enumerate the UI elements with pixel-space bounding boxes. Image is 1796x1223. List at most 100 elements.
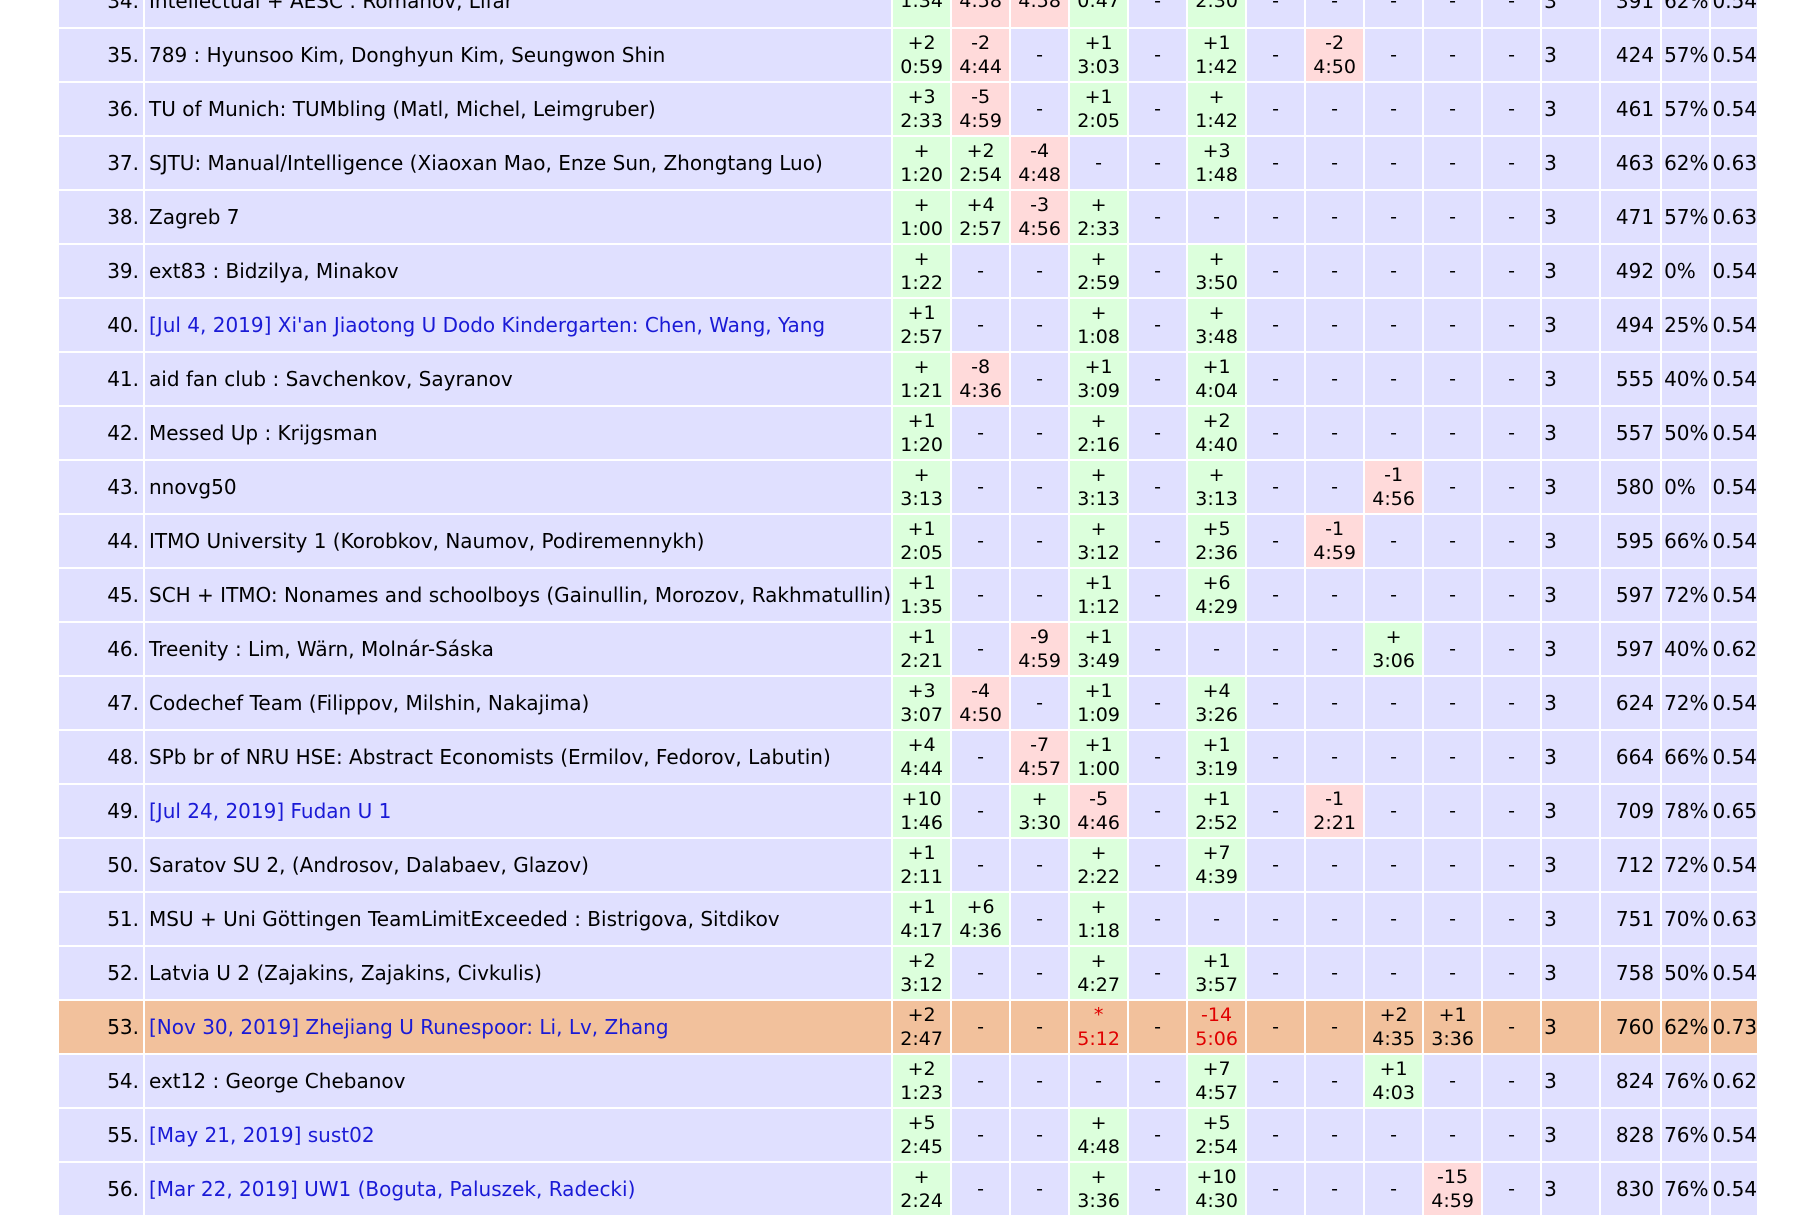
problem-time: 3:13 xyxy=(900,488,943,510)
problem-cell: - xyxy=(1247,245,1305,297)
problem-result: - xyxy=(1036,908,1043,930)
problem-result: - xyxy=(1272,530,1279,552)
problem-cell: - xyxy=(1424,353,1482,405)
problem-cell: 4:58 xyxy=(1011,0,1069,27)
problem-result: - xyxy=(977,314,984,336)
problem-cell: - xyxy=(1306,947,1364,999)
problem-result: - xyxy=(1390,1178,1397,1200)
problem-cell: - xyxy=(1247,137,1305,189)
problem-cell: -14 5:06 xyxy=(1188,1001,1246,1053)
problem-cell: - xyxy=(1424,407,1482,459)
problem-cell: - xyxy=(1483,947,1541,999)
problem-result: - xyxy=(977,260,984,282)
problem-result: + xyxy=(1090,950,1107,972)
problem-result: - xyxy=(1154,962,1161,984)
problem-result: - xyxy=(1390,962,1397,984)
solved-count: 3 xyxy=(1542,0,1600,27)
problem-time: 3:13 xyxy=(1195,488,1238,510)
problem-result: - xyxy=(1095,1070,1102,1092)
party-link[interactable]: [May 21, 2019] sust02 xyxy=(145,1109,892,1161)
problem-result: + xyxy=(1090,842,1107,864)
problem-cell: +1 3:19 xyxy=(1188,731,1246,783)
percent-cell: 57% xyxy=(1662,191,1709,243)
percent-cell: 66% xyxy=(1662,515,1709,567)
problem-cell: +1:42 xyxy=(1188,83,1246,135)
problem-result: +1 xyxy=(907,842,936,864)
dis-cell: 0.54 xyxy=(1710,515,1758,567)
rank-cell: 45. xyxy=(59,569,143,621)
problem-result: - xyxy=(1154,1178,1161,1200)
problem-cell: - xyxy=(1129,83,1187,135)
penalty-cell: 580 xyxy=(1601,461,1661,513)
problem-cell: - xyxy=(1129,677,1187,729)
problem-result: - xyxy=(1331,1178,1338,1200)
problem-result: - xyxy=(1508,260,1515,282)
problem-cell: - xyxy=(952,1055,1010,1107)
problem-cell: -1 4:56 xyxy=(1365,461,1423,513)
problem-cell: - xyxy=(1306,623,1364,675)
problem-cell: - xyxy=(1483,839,1541,891)
party-link[interactable]: [Jul 4, 2019] Xi'an Jiaotong U Dodo Kind… xyxy=(145,299,892,351)
problem-result: - xyxy=(1154,1124,1161,1146)
problem-result: - xyxy=(1449,260,1456,282)
rank-cell: 47. xyxy=(59,677,143,729)
party-link[interactable]: [Mar 22, 2019] UW1 (Boguta, Paluszek, Ra… xyxy=(145,1163,892,1215)
problem-result: - xyxy=(1154,44,1161,66)
problem-result: +2 xyxy=(907,950,936,972)
solved-count: 3 xyxy=(1542,839,1600,891)
problem-result: - xyxy=(1154,584,1161,606)
problem-result: - xyxy=(1390,854,1397,876)
table-row: 42. Messed Up : Krijgsman +1 1:20- - +2:16- +2… xyxy=(59,407,1758,459)
solved-count: 3 xyxy=(1542,299,1600,351)
problem-result: -1 xyxy=(1325,788,1345,810)
rank-cell: 37. xyxy=(59,137,143,189)
problem-result: +1 xyxy=(907,302,936,324)
problem-cell: - xyxy=(1011,83,1069,135)
table-row: 44. ITMO University 1 (Korobkov, Naumov, … xyxy=(59,515,1758,567)
problem-result: +4 xyxy=(1202,680,1231,702)
problem-result: - xyxy=(1449,368,1456,390)
problem-cell: - xyxy=(952,515,1010,567)
problem-cell: -1 2:21 xyxy=(1306,785,1364,837)
problem-cell: - xyxy=(1483,731,1541,783)
problem-cell: - xyxy=(1247,353,1305,405)
penalty-cell: 597 xyxy=(1601,623,1661,675)
problem-result: - xyxy=(1390,584,1397,606)
problem-cell: +3:13 xyxy=(1070,461,1128,513)
penalty-cell: 664 xyxy=(1601,731,1661,783)
problem-result: - xyxy=(1272,44,1279,66)
problem-result: +1 xyxy=(907,572,936,594)
problem-result: +10 xyxy=(1196,1166,1237,1188)
problem-cell: - xyxy=(1424,0,1482,27)
table-row: 51. MSU + Uni Göttingen TeamLimitExceeded… xyxy=(59,893,1758,945)
problem-result: +1 xyxy=(1379,1058,1408,1080)
problem-result: - xyxy=(1449,206,1456,228)
problem-result: +1 xyxy=(907,896,936,918)
problem-result: -1 xyxy=(1325,518,1345,540)
problem-cell: - xyxy=(1247,407,1305,459)
problem-time: 4:40 xyxy=(1195,434,1238,456)
rank-cell: 43. xyxy=(59,461,143,513)
party-link[interactable]: [Jul 24, 2019] Fudan U 1 xyxy=(145,785,892,837)
problem-cell: - xyxy=(1483,1109,1541,1161)
problem-result: - xyxy=(1449,476,1456,498)
problem-result: - xyxy=(1449,1070,1456,1092)
problem-result: - xyxy=(1154,1016,1161,1038)
problem-result: +1 xyxy=(907,518,936,540)
problem-cell: - xyxy=(1011,569,1069,621)
rank-cell: 49. xyxy=(59,785,143,837)
percent-cell: 76% xyxy=(1662,1055,1709,1107)
problem-cell: - xyxy=(1483,785,1541,837)
problem-time: 1:20 xyxy=(900,164,943,186)
problem-result: +1 xyxy=(1084,32,1113,54)
solved-count: 3 xyxy=(1542,677,1600,729)
problem-time: 4:59 xyxy=(1431,1190,1474,1212)
problem-result: - xyxy=(1508,368,1515,390)
problem-result: - xyxy=(1154,746,1161,768)
problem-cell: +1 2:57 xyxy=(893,299,951,351)
problem-result: - xyxy=(1154,1070,1161,1092)
party-link[interactable]: [Nov 30, 2019] Zhejiang U Runespoor: Li,… xyxy=(145,1001,892,1053)
problem-cell: +2 2:54 xyxy=(952,137,1010,189)
problem-result: - xyxy=(1154,152,1161,174)
problem-time: 3:12 xyxy=(900,974,943,996)
